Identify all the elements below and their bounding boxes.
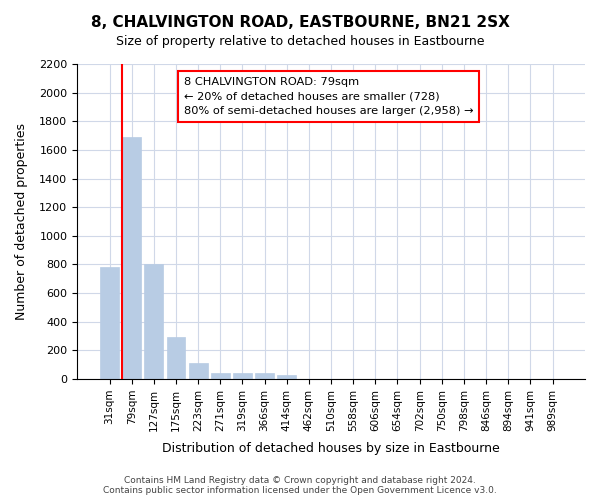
Bar bbox=[211, 374, 230, 379]
Bar bbox=[189, 362, 208, 379]
Bar bbox=[255, 374, 274, 379]
X-axis label: Distribution of detached houses by size in Eastbourne: Distribution of detached houses by size … bbox=[162, 442, 500, 455]
Bar bbox=[100, 268, 119, 379]
Bar bbox=[145, 264, 163, 379]
Text: 8, CHALVINGTON ROAD, EASTBOURNE, BN21 2SX: 8, CHALVINGTON ROAD, EASTBOURNE, BN21 2S… bbox=[91, 15, 509, 30]
Bar bbox=[277, 374, 296, 379]
Bar bbox=[122, 137, 141, 379]
Text: 8 CHALVINGTON ROAD: 79sqm
← 20% of detached houses are smaller (728)
80% of semi: 8 CHALVINGTON ROAD: 79sqm ← 20% of detac… bbox=[184, 76, 473, 116]
Bar bbox=[233, 374, 252, 379]
Bar bbox=[167, 337, 185, 379]
Text: Size of property relative to detached houses in Eastbourne: Size of property relative to detached ho… bbox=[116, 35, 484, 48]
Y-axis label: Number of detached properties: Number of detached properties bbox=[15, 123, 28, 320]
Text: Contains HM Land Registry data © Crown copyright and database right 2024.
Contai: Contains HM Land Registry data © Crown c… bbox=[103, 476, 497, 495]
